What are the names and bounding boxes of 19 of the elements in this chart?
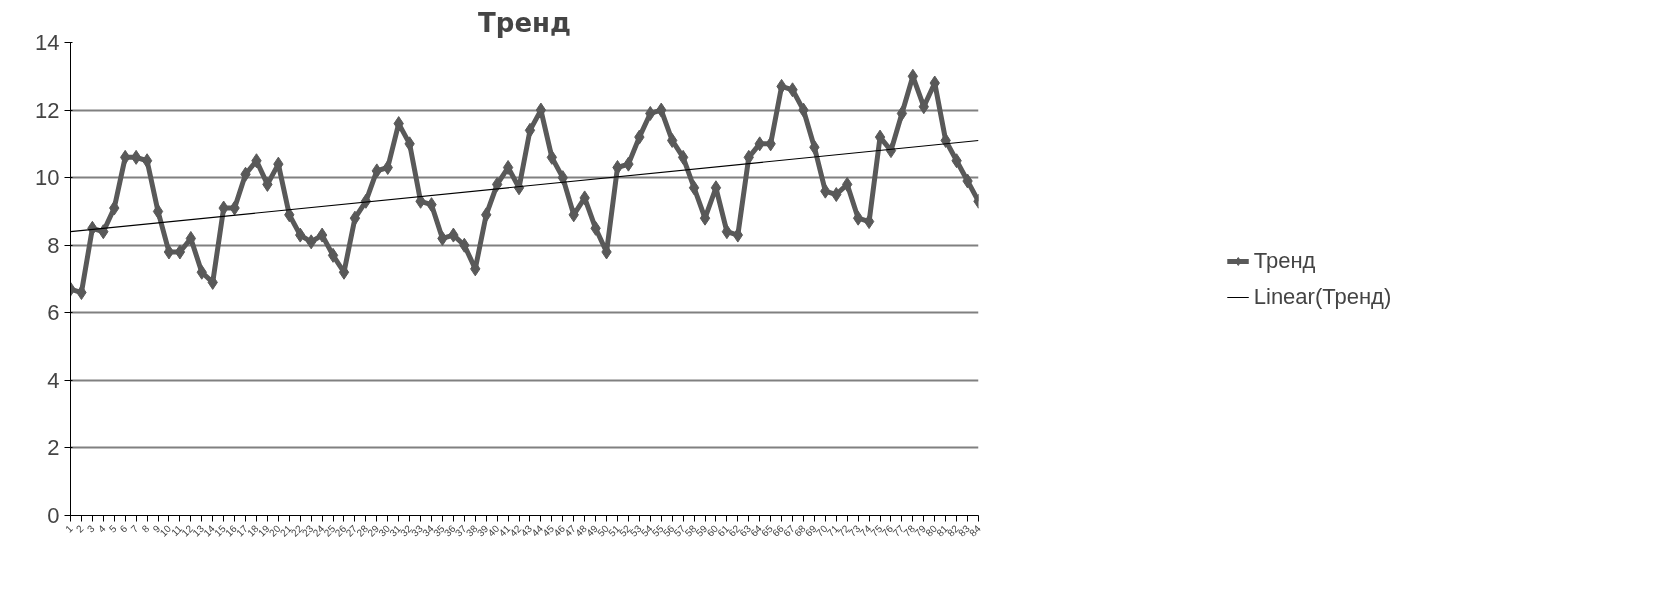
- y-tick-label: 6: [47, 300, 60, 326]
- x-tick-label: 2: [73, 522, 86, 535]
- legend-label: Linear(Тренд): [1253, 283, 1392, 310]
- x-tick-label: 8: [139, 522, 152, 535]
- x-tick-label: 4: [95, 522, 108, 535]
- y-tick-label: 2: [47, 435, 60, 461]
- x-tick-label: 1: [63, 522, 76, 535]
- y-tick-label: 4: [47, 367, 60, 393]
- x-tick-label: 7: [128, 522, 141, 535]
- y-tick-label: 12: [35, 97, 60, 123]
- y-tick-label: 8: [47, 232, 60, 258]
- y-tick-label: 14: [35, 30, 60, 55]
- x-tick-label: 6: [117, 522, 130, 535]
- legend-label: Тренд: [1253, 247, 1316, 274]
- y-tick-label: 0: [47, 503, 60, 528]
- chart-title: Тренд: [478, 7, 571, 38]
- y-tick-label: 10: [35, 165, 60, 191]
- x-tick-label: 5: [106, 522, 119, 535]
- x-tick-label: 3: [84, 522, 97, 535]
